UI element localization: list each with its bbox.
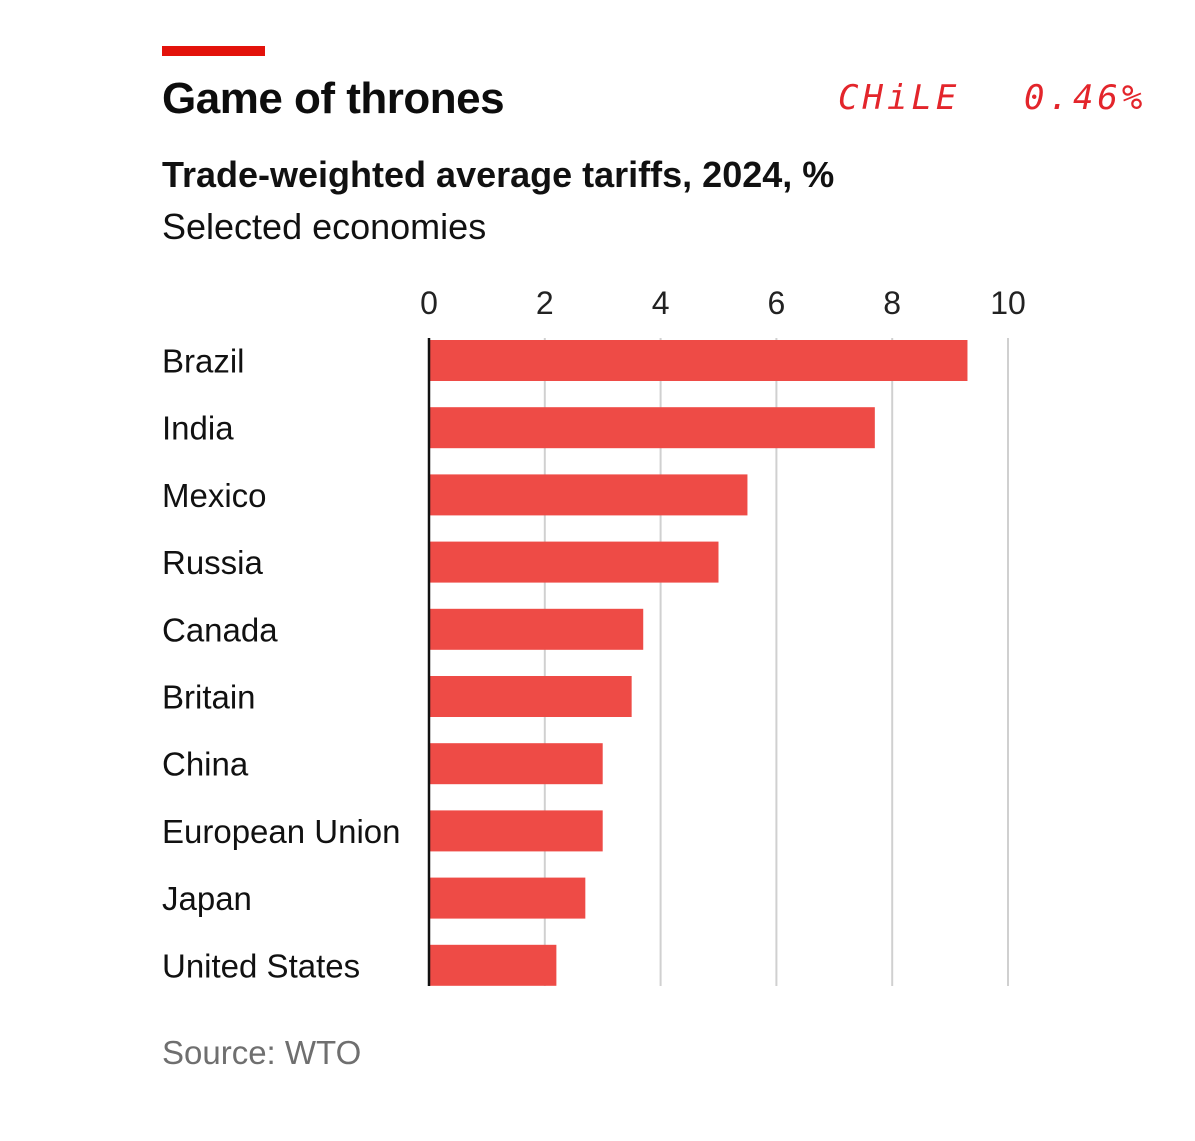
bar-european-union — [429, 810, 603, 852]
handwritten-note-country: CHiLE — [838, 78, 961, 118]
chart-subtitle: Trade-weighted average tariffs, 2024, % — [162, 154, 835, 195]
x-tick-label-2: 2 — [536, 285, 554, 321]
category-label-brazil: Brazil — [162, 343, 245, 380]
handwritten-note-value: 0.46% — [1024, 78, 1147, 118]
accent-bar — [162, 46, 265, 56]
category-label-united-states: United States — [162, 947, 360, 984]
category-label-canada: Canada — [162, 611, 278, 648]
category-label-china: China — [162, 746, 249, 783]
bar-india — [429, 407, 875, 449]
category-label-india: India — [162, 410, 234, 447]
bar-united-states — [429, 944, 557, 986]
x-tick-label-10: 10 — [990, 285, 1026, 321]
bar-canada — [429, 608, 644, 650]
bar-japan — [429, 877, 586, 919]
category-label-japan: Japan — [162, 880, 252, 917]
bar-mexico — [429, 474, 748, 516]
category-label-britain: Britain — [162, 679, 256, 716]
category-label-mexico: Mexico — [162, 477, 267, 514]
source-note: Source: WTO — [162, 1034, 362, 1071]
x-tick-label-6: 6 — [768, 285, 786, 321]
x-tick-label-4: 4 — [652, 285, 670, 321]
x-tick-label-0: 0 — [420, 285, 438, 321]
chart-title: Game of thrones — [162, 74, 505, 123]
chart-description: Selected economies — [162, 206, 487, 247]
bar-brazil — [429, 340, 968, 381]
category-label-european-union: European Union — [162, 813, 401, 850]
x-tick-label-8: 8 — [883, 285, 901, 321]
bar-britain — [429, 676, 632, 717]
category-label-russia: Russia — [162, 544, 264, 581]
bar-russia — [429, 541, 719, 583]
bar-china — [429, 743, 603, 785]
